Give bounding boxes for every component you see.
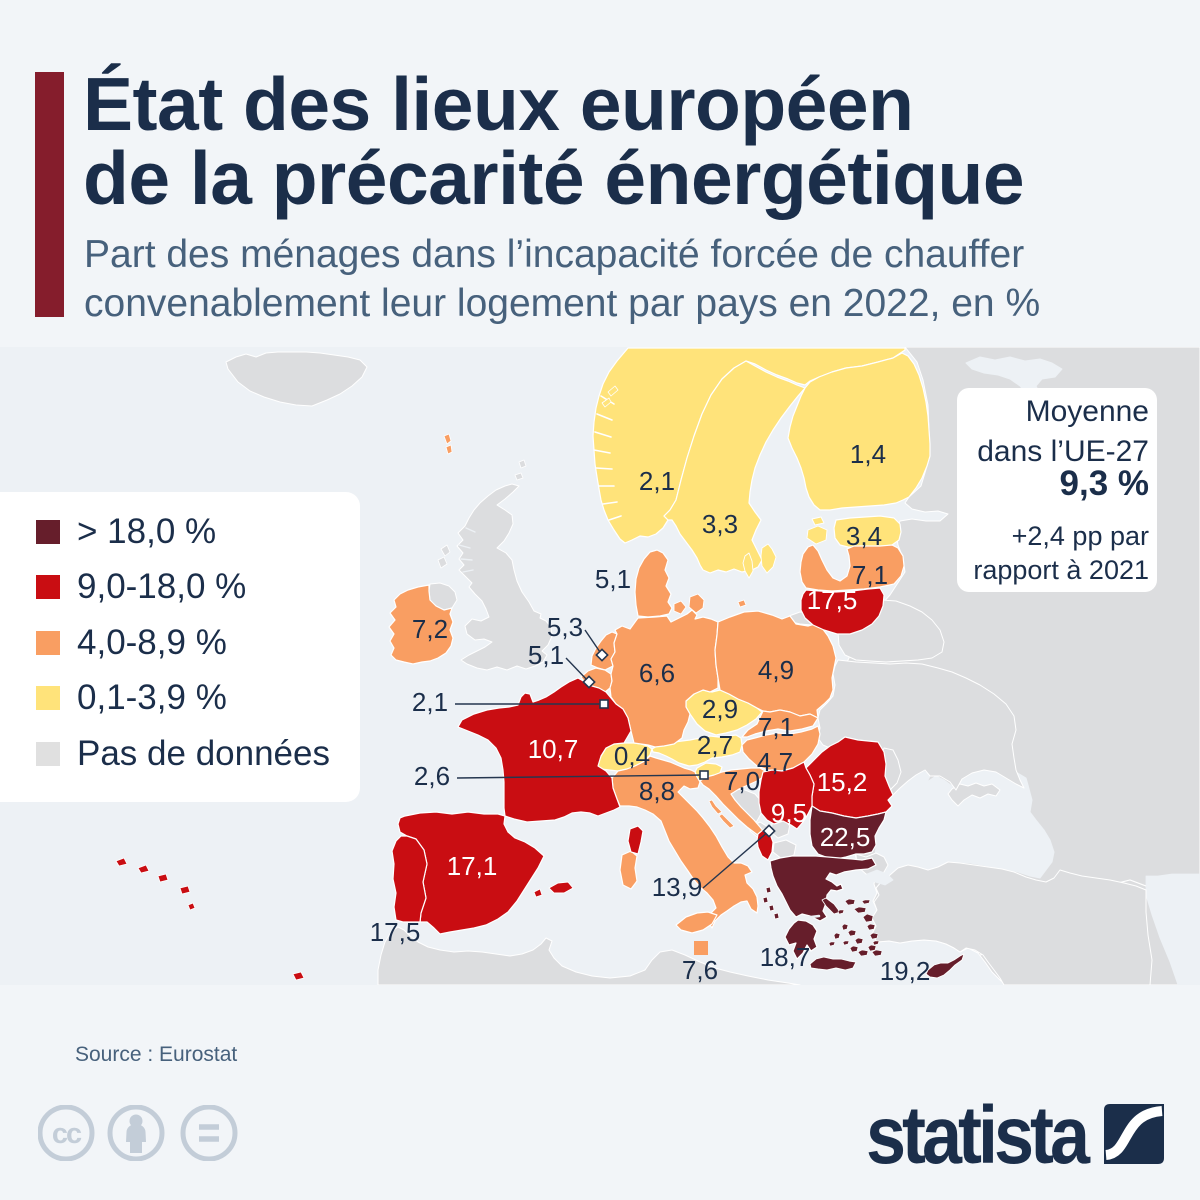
svg-text:2,1: 2,1 — [639, 466, 675, 496]
svg-text:2,7: 2,7 — [697, 730, 733, 760]
svg-text:2,1: 2,1 — [412, 687, 448, 717]
svg-text:5,1: 5,1 — [528, 640, 564, 670]
svg-text:7,1: 7,1 — [852, 560, 888, 590]
svg-text:1,4: 1,4 — [850, 439, 886, 469]
svg-text:10,7: 10,7 — [528, 734, 579, 764]
svg-text:13,9: 13,9 — [652, 872, 703, 902]
svg-text:7,6: 7,6 — [682, 955, 718, 985]
svg-text:17,5: 17,5 — [807, 585, 858, 615]
svg-text:8,8: 8,8 — [639, 776, 675, 806]
svg-text:22,5: 22,5 — [820, 822, 871, 852]
svg-text:statista: statista — [866, 1090, 1091, 1181]
svg-text:17,1: 17,1 — [447, 851, 498, 881]
svg-text:9,5: 9,5 — [771, 798, 807, 828]
svg-text:2,9: 2,9 — [702, 694, 738, 724]
svg-text:2,6: 2,6 — [414, 761, 450, 791]
svg-text:5,1: 5,1 — [595, 564, 631, 594]
svg-text:6,6: 6,6 — [639, 658, 675, 688]
svg-text:7,0: 7,0 — [724, 766, 760, 796]
svg-text:4,7: 4,7 — [757, 747, 793, 777]
svg-text:5,3: 5,3 — [547, 612, 583, 642]
svg-text:0,4: 0,4 — [614, 741, 650, 771]
svg-text:18,7: 18,7 — [760, 942, 811, 972]
svg-text:7,1: 7,1 — [758, 712, 794, 742]
svg-text:7,2: 7,2 — [412, 614, 448, 644]
svg-text:19,2: 19,2 — [880, 956, 931, 985]
svg-text:4,9: 4,9 — [758, 655, 794, 685]
svg-text:cc: cc — [52, 1118, 82, 1150]
svg-text:3,4: 3,4 — [846, 521, 882, 551]
svg-text:15,2: 15,2 — [817, 767, 868, 797]
svg-text:17,5: 17,5 — [370, 917, 421, 947]
svg-text:3,3: 3,3 — [702, 509, 738, 539]
